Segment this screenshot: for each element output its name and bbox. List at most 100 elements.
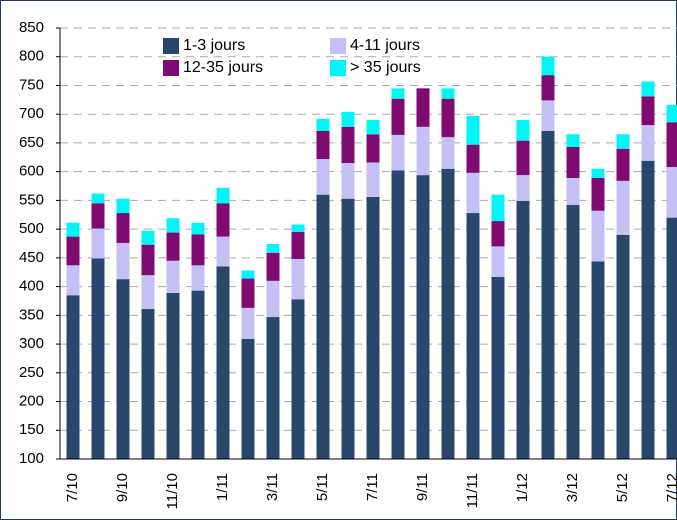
x-tick-label: 7/11 (364, 473, 381, 501)
bar-segment (391, 88, 405, 99)
bar-segment (541, 130, 555, 459)
bar-segment (391, 134, 405, 171)
bar-segment (566, 177, 580, 205)
bar-segment (141, 230, 155, 245)
bar-segment (266, 280, 280, 318)
bar-segment (416, 88, 430, 127)
bar-segment (541, 75, 555, 101)
bar-segment (616, 134, 630, 149)
bar-segment (566, 134, 580, 147)
bar-segment (191, 290, 205, 459)
bar-segment (466, 172, 480, 214)
bar-segment (116, 242, 130, 280)
y-tick-label: 400 (19, 278, 44, 295)
bar-segment (491, 194, 505, 222)
bar-segment (516, 119, 530, 141)
bar-segment (516, 140, 530, 176)
bar-segment (191, 265, 205, 291)
bar-segment (591, 168, 605, 178)
y-tick-label: 800 (19, 48, 44, 65)
bar-segment (441, 137, 455, 169)
bar-segment (216, 236, 230, 267)
bar-segment (366, 162, 380, 197)
bar-segment (666, 105, 677, 123)
bar-segment (141, 244, 155, 276)
bar-segment (466, 213, 480, 459)
bar-segment (366, 119, 380, 135)
x-tick-label: 1/11 (214, 473, 231, 501)
bar-segment (66, 222, 80, 237)
bar-segment (491, 221, 505, 247)
bar-segment (641, 125, 655, 161)
y-tick-label: 550 (19, 191, 44, 208)
y-tick-label: 150 (19, 421, 44, 438)
bar-segment (641, 81, 655, 97)
bar-segment (66, 265, 80, 296)
bar-segment (216, 203, 230, 237)
bar-segment (191, 222, 205, 235)
bar-segment (591, 261, 605, 459)
bar-segment (541, 100, 555, 131)
bar-segment (116, 213, 130, 243)
legend-swatch (330, 38, 346, 54)
legend-label: > 35 jours (350, 59, 421, 76)
bar-segment (166, 292, 180, 459)
bar-segment (666, 167, 677, 218)
bar-segment (416, 175, 430, 459)
bar-segment (566, 146, 580, 178)
bar-segment (591, 210, 605, 262)
bar-segment (216, 266, 230, 459)
x-tick-label: 5/11 (314, 473, 331, 501)
bar-segment (141, 275, 155, 310)
bar-segment (116, 279, 130, 459)
bar-segment (341, 111, 355, 127)
legend-swatch (163, 60, 179, 76)
x-tick-label: 5/12 (614, 473, 631, 502)
bar-segment (416, 126, 430, 176)
bar-segment (316, 159, 330, 195)
bar-segment (316, 194, 330, 460)
x-tick-label: 1/12 (514, 473, 531, 502)
x-tick-label: 11/11 (464, 473, 481, 508)
bar-segment (491, 246, 505, 277)
bar-segment (641, 160, 655, 460)
bar-segment (391, 170, 405, 459)
y-tick-label: 450 (19, 249, 44, 266)
y-tick-label: 500 (19, 220, 44, 237)
x-tick-label: 9/10 (114, 473, 131, 502)
y-tick-label: 850 (19, 19, 44, 36)
bar-segment (666, 122, 677, 168)
legend-swatch (330, 60, 346, 76)
bar-segment (616, 180, 630, 235)
bar-segment (266, 317, 280, 459)
bar-segment (341, 126, 355, 164)
x-tick-label: 3/11 (264, 473, 281, 501)
bar-segment (666, 217, 677, 459)
bar-segment (366, 196, 380, 459)
bar-segment (166, 218, 180, 233)
legend-label: 4-11 jours (350, 37, 420, 54)
bar-segment (191, 234, 205, 266)
bar-segment (391, 98, 405, 135)
y-tick-label: 700 (19, 105, 44, 122)
x-tick-label: 9/11 (414, 473, 431, 501)
bar-segment (291, 224, 305, 233)
bar-segment (516, 200, 530, 459)
bar-segment (441, 98, 455, 138)
bar-segment (616, 234, 630, 459)
bar-segment (241, 307, 255, 339)
y-tick-label: 650 (19, 134, 44, 151)
bar-segment (591, 177, 605, 211)
y-tick-label: 100 (19, 450, 44, 467)
x-tick-label: 11/10 (164, 473, 181, 509)
legend-swatch (163, 38, 179, 54)
y-tick-label: 250 (19, 364, 44, 381)
bar-segment (241, 278, 255, 308)
bar-segment (266, 252, 280, 281)
x-tick-label: 3/12 (564, 473, 581, 502)
bar-segment (341, 163, 355, 199)
bar-segment (66, 295, 80, 459)
x-tick-label: 7/10 (64, 473, 81, 502)
